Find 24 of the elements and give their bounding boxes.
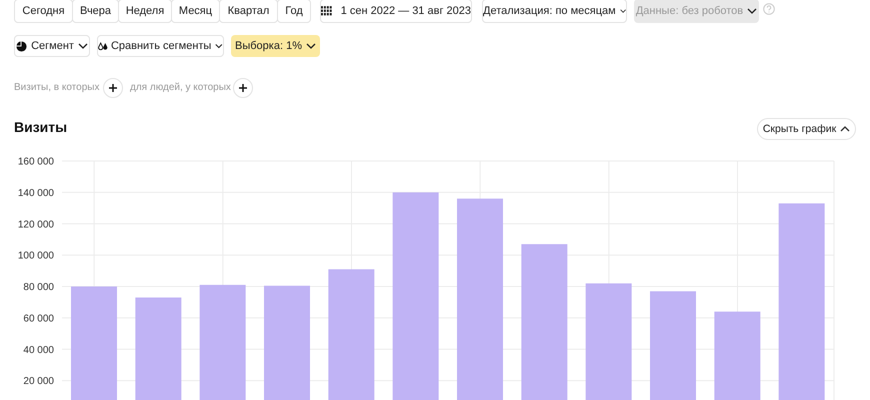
text: Визиты, в которых bbox=[14, 82, 100, 93]
text: 1 сен 2022 — 31 авг 2023 bbox=[320, 0, 472, 23]
text: Скрыть график bbox=[757, 118, 856, 140]
y-tick-label: 140 000 bbox=[18, 188, 54, 199]
text: Выборка: 1% bbox=[231, 35, 320, 57]
text: Неделя bbox=[118, 0, 172, 23]
y-tick-label: 60 000 bbox=[23, 313, 54, 324]
text: для людей, у которых bbox=[130, 82, 231, 93]
text: Детализация: по месяцам bbox=[482, 0, 627, 23]
y-tick-label: 40 000 bbox=[23, 344, 54, 356]
y-tick-label: 20 000 bbox=[23, 376, 54, 388]
text: Данные: без роботов bbox=[634, 0, 759, 23]
text: Квартал bbox=[219, 0, 278, 23]
chart-title: Визиты bbox=[14, 119, 68, 135]
y-tick-label: 160 000 bbox=[18, 156, 54, 168]
text: Год bbox=[277, 0, 311, 23]
text: Сегмент bbox=[14, 35, 90, 57]
text: Месяц bbox=[171, 0, 220, 23]
text: Сегодня bbox=[14, 0, 73, 23]
y-tick-label: 100 000 bbox=[18, 250, 54, 262]
y-tick-label: 80 000 bbox=[23, 282, 54, 294]
text: Вчера bbox=[72, 0, 119, 23]
y-tick-label: 120 000 bbox=[18, 219, 54, 230]
text: Сравнить сегменты bbox=[97, 35, 224, 57]
